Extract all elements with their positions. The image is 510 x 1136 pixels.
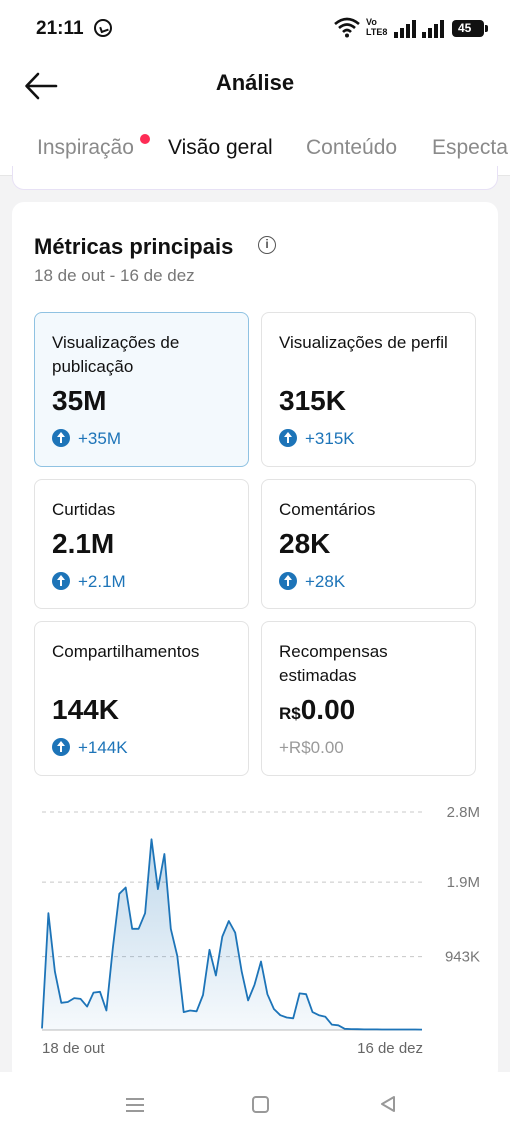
metric-label: Visualizações de perfil <box>279 333 448 352</box>
metric-post-views[interactable]: Visualizações de publicação 35M +35M <box>34 312 249 467</box>
tab-inspiracao[interactable]: Inspiração <box>37 136 134 159</box>
y-tick-label: 943K <box>445 949 480 966</box>
y-tick-label: 2.8M <box>447 804 480 821</box>
currency-symbol: R$ <box>279 704 301 723</box>
metric-value: R$0.00 <box>279 694 356 725</box>
arrow-up-icon <box>52 738 70 756</box>
volte-line1: Vo <box>366 17 377 27</box>
series-area <box>42 839 422 1030</box>
status-time: 21:11 <box>36 18 84 39</box>
views-chart[interactable]: 2.8M 1.9M 943K 18 de out 16 de dez <box>40 800 480 1060</box>
key-metrics-card: Métricas principais i 18 de out - 16 de … <box>12 202 498 1082</box>
metric-estimated-rewards[interactable]: Recompensas estimadas R$0.00 +R$0.00 <box>261 621 476 776</box>
metric-change: +28K <box>279 572 345 592</box>
info-icon[interactable]: i <box>258 236 276 254</box>
back-button[interactable] <box>22 66 62 106</box>
tab-espectadores[interactable]: Especta <box>432 136 508 159</box>
metrics-title: Métricas principais <box>34 234 234 259</box>
whatsapp-icon <box>94 19 112 37</box>
tab-conteudo[interactable]: Conteúdo <box>306 136 398 159</box>
metric-label: Curtidas <box>52 500 116 519</box>
metric-profile-views[interactable]: Visualizações de perfil 315K +315K <box>261 312 476 467</box>
home-icon[interactable] <box>252 1096 269 1113</box>
metric-comments[interactable]: Comentários 28K +28K <box>261 479 476 609</box>
metric-value: 315K <box>279 385 346 416</box>
metric-change: +315K <box>279 429 355 449</box>
notification-dot <box>140 134 150 144</box>
metric-change: +R$0.00 <box>279 738 344 757</box>
tab-bar: Inspiração Visão geral Conteúdo Especta <box>0 130 510 176</box>
y-tick-label: 1.9M <box>447 874 480 891</box>
metric-label: Comentários <box>279 500 376 519</box>
status-bar: 21:11 Vo LTE8 45 <box>0 0 510 58</box>
metric-likes[interactable]: Curtidas 2.1M +2.1M <box>34 479 249 609</box>
metric-value: 2.1M <box>52 528 115 559</box>
metric-value: 144K <box>52 694 119 725</box>
signal-icon <box>394 20 416 38</box>
metric-change: +144K <box>52 738 128 758</box>
date-range: 18 de out - 16 de dez <box>34 266 195 285</box>
header: Análise Inspiração Visão geral Conteúdo … <box>0 58 510 176</box>
series-line <box>41 838 423 1031</box>
arrow-up-icon <box>52 429 70 447</box>
volte-line2: LTE8 <box>366 27 388 37</box>
views-chart-svg: 2.8M 1.9M 943K 18 de out 16 de dez <box>41 804 480 1057</box>
battery-icon: 45 <box>452 20 488 37</box>
metric-label: Compartilhamentos <box>52 642 200 661</box>
arrow-left-icon <box>25 72 58 100</box>
wifi-icon <box>334 17 360 38</box>
metric-value: 35M <box>52 385 107 416</box>
volte-icon: Vo LTE8 <box>366 17 387 37</box>
menu-icon[interactable] <box>126 1098 144 1112</box>
tab-visao-geral[interactable]: Visão geral <box>168 136 273 159</box>
previous-card-edge <box>12 166 498 190</box>
x-start-label: 18 de out <box>42 1040 105 1057</box>
metric-value: 28K <box>279 528 331 559</box>
metric-label: Recompensas estimadas <box>279 642 388 685</box>
system-nav-bar <box>0 1072 510 1136</box>
metric-label: Visualizações de publicação <box>52 333 180 376</box>
arrow-up-icon <box>52 572 70 590</box>
arrow-up-icon <box>279 429 297 447</box>
metric-shares[interactable]: Compartilhamentos 144K +144K <box>34 621 249 776</box>
back-icon[interactable] <box>378 1094 398 1114</box>
page-title: Análise <box>215 70 295 95</box>
x-end-label: 16 de dez <box>357 1040 423 1057</box>
metric-change: +35M <box>52 429 121 449</box>
signal-icon-2 <box>422 20 444 38</box>
arrow-up-icon <box>279 572 297 590</box>
metric-change: +2.1M <box>52 572 126 592</box>
